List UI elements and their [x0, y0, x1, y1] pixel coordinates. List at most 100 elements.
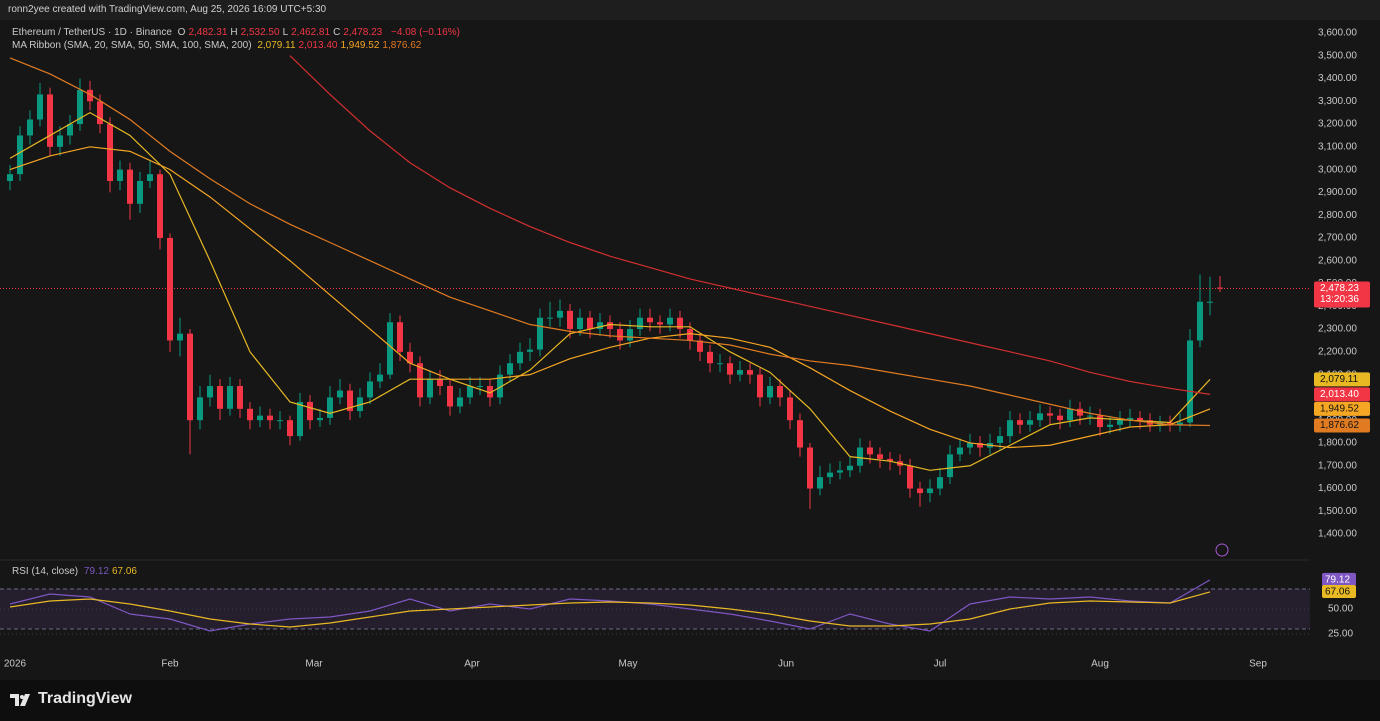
candle-body	[117, 169, 123, 182]
change: −4.08 (−0.16%)	[391, 27, 460, 38]
y-tick-label: 2,800.00	[1318, 210, 1357, 221]
candle-body	[377, 374, 383, 382]
candle-body	[257, 415, 263, 421]
candle-body	[157, 174, 163, 238]
candle-body	[1167, 422, 1173, 425]
candle-body	[227, 386, 233, 409]
candle-body	[487, 386, 493, 398]
ma-value: 2,013.40	[298, 40, 338, 51]
y-tick-label: 1,400.00	[1318, 529, 1357, 540]
candle-body	[167, 237, 173, 341]
candle-body	[927, 488, 933, 494]
candle-body	[837, 470, 843, 473]
price-tag-label: 2,079.11	[1320, 374, 1359, 385]
candle-body	[7, 174, 13, 182]
rsi-values: 79.12 67.06	[84, 566, 140, 577]
candle-body	[467, 386, 473, 398]
y-tick-label: 2,200.00	[1318, 346, 1357, 357]
logo: TradingView	[38, 690, 132, 707]
candle-body	[457, 397, 463, 407]
candle-body	[807, 447, 813, 489]
candle-body	[317, 417, 323, 421]
candle-body	[607, 322, 613, 330]
ohlc-key: H	[230, 27, 238, 38]
candle-body	[1097, 415, 1103, 428]
candle-body	[847, 465, 853, 471]
candle-body	[1207, 301, 1213, 303]
candle-body	[47, 94, 53, 147]
ma-line	[289, 55, 1211, 395]
candle-body	[817, 477, 823, 489]
candle-body	[907, 465, 913, 489]
candle-body	[187, 333, 193, 421]
y-tick-label: 50.00	[1328, 604, 1353, 615]
price-tag-label: 1,949.52	[1320, 404, 1359, 415]
candle-body	[797, 420, 803, 448]
y-tick-label: 1,800.00	[1318, 438, 1357, 449]
ma-value: 1,876.62	[382, 40, 422, 51]
rsi-value: 79.12	[83, 566, 109, 577]
ma-line	[9, 146, 1211, 449]
rsi-tag-label: 67.06	[1325, 587, 1350, 598]
price-tag-label: 2,013.40	[1320, 389, 1359, 400]
candle-body	[67, 124, 73, 136]
y-tick-label: 1,600.00	[1318, 483, 1357, 494]
x-tick-label: Feb	[161, 659, 179, 670]
candle-body	[217, 386, 223, 409]
candle-body	[1117, 420, 1123, 425]
y-tick-label: 2,700.00	[1318, 233, 1357, 244]
candle-body	[697, 340, 703, 352]
candle-body	[397, 322, 403, 352]
candle-body	[77, 89, 83, 125]
x-tick-label: Mar	[305, 659, 323, 670]
price-tag-label: 2,478.23	[1320, 283, 1359, 294]
candle-body	[977, 442, 983, 448]
candle-body	[1067, 408, 1073, 421]
rsi-tag-label: 79.12	[1325, 575, 1350, 586]
candle-body	[917, 488, 923, 494]
ohlc-key: O	[177, 27, 186, 38]
x-tick-label: 2026	[4, 659, 27, 670]
price-tag	[1314, 387, 1370, 402]
candle-body	[717, 363, 723, 365]
alert-icon[interactable]	[1215, 543, 1229, 557]
candle-body	[667, 317, 673, 325]
candle-body	[707, 351, 713, 364]
candle-body	[17, 135, 23, 175]
x-tick-label: Jul	[934, 659, 947, 670]
candle-body	[1107, 424, 1113, 428]
candle-body	[787, 397, 793, 421]
candle-body	[417, 363, 423, 398]
indicator: MA Ribbon (SMA, 20, SMA, 50, SMA, 100, S…	[12, 40, 252, 51]
candle-body	[427, 379, 433, 398]
candle-body	[857, 447, 863, 466]
candle-body	[1217, 287, 1223, 289]
candle-body	[587, 317, 593, 330]
candle-body	[137, 181, 143, 204]
ma-values: 2,079.11 2,013.40 1,949.52 1,876.62	[257, 40, 424, 51]
candle-body	[577, 317, 583, 330]
candle-body	[877, 454, 883, 459]
candle-body	[207, 386, 213, 398]
candle-body	[747, 370, 753, 375]
candle-body	[277, 420, 283, 422]
chart: 1,400.00 1,500.00 1,600.00 1,700.00 1,800.00…	[0, 0, 1380, 670]
rsi-line	[9, 579, 1211, 632]
credit-bar	[0, 0, 1380, 20]
y-tick-label: 3,200.00	[1318, 119, 1357, 130]
candle-body	[567, 310, 573, 330]
candle-body	[537, 317, 543, 350]
candle-body	[597, 322, 603, 330]
candle-body	[867, 447, 873, 455]
y-tick-label: 3,300.00	[1318, 96, 1357, 107]
x-tick-label: Apr	[464, 659, 480, 670]
candle-body	[1037, 413, 1043, 421]
candle-body	[617, 329, 623, 341]
candle-body	[57, 135, 63, 147]
candle-body	[637, 317, 643, 330]
candle-body	[327, 397, 333, 418]
rsi-line	[9, 591, 1211, 628]
candle-body	[1017, 420, 1023, 425]
candle-body	[477, 386, 483, 388]
ma-legend: MA Ribbon (SMA, 20, SMA, 50, SMA, 100, S…	[12, 40, 427, 51]
